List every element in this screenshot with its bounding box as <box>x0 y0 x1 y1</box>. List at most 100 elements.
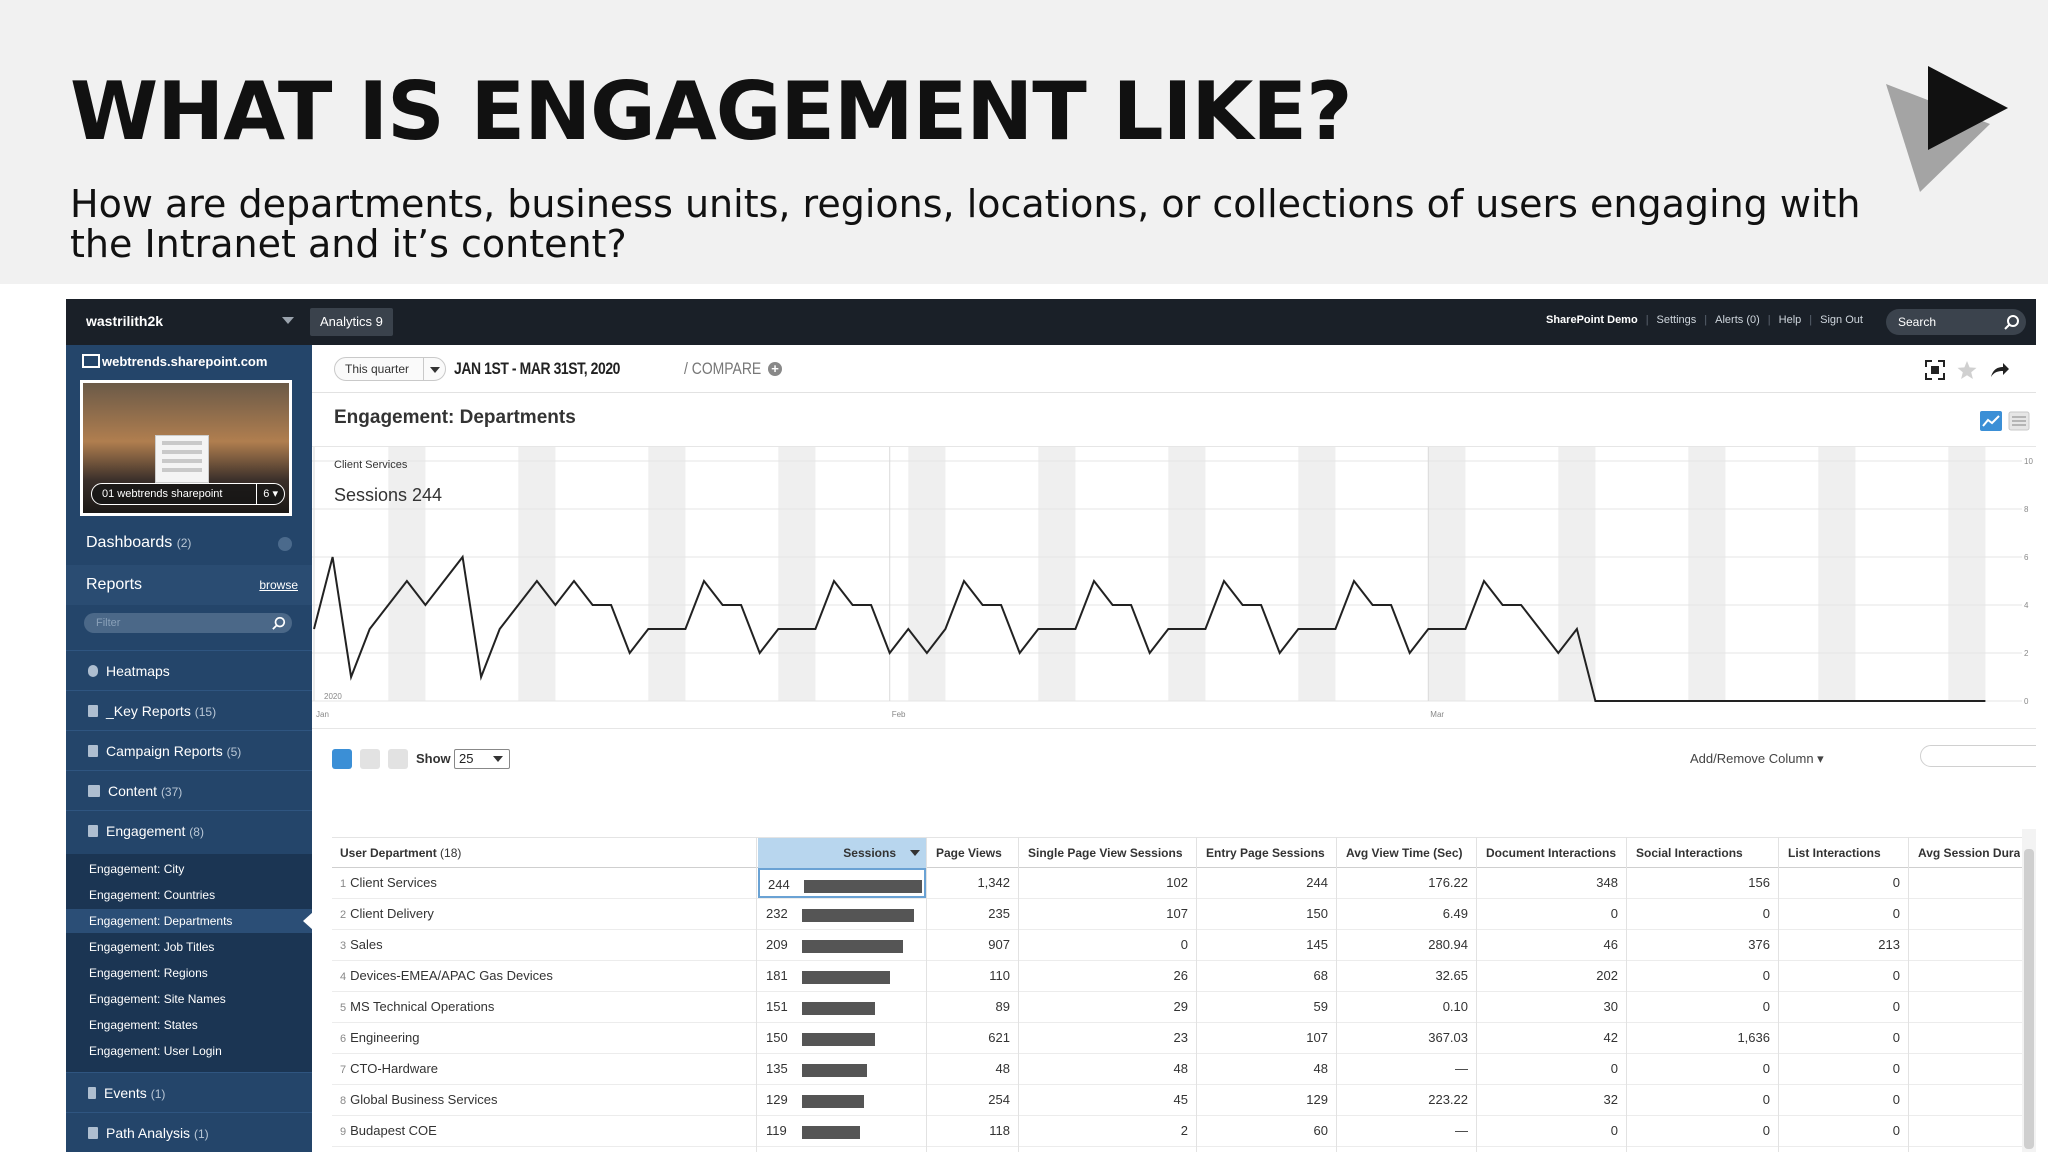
user-department-header[interactable]: User Department (18) <box>332 838 756 868</box>
sessions-cell[interactable]: 119 <box>758 1116 926 1146</box>
grid-icon[interactable] <box>360 749 380 769</box>
sub-item-departments[interactable]: Engagement: Departments <box>66 909 313 933</box>
table-row[interactable]: 9 Budapest COE 119 118 2 60 — 0 0 0 <box>332 1116 2032 1147</box>
department-cell[interactable]: 9 Budapest COE <box>340 1116 756 1146</box>
page-views-header[interactable]: Page Views <box>936 846 1002 860</box>
report-filter-input[interactable]: Filter <box>84 613 292 633</box>
sessions-cell[interactable]: 244 <box>758 868 926 898</box>
avg-session-duration-header[interactable]: Avg Session Dura <box>1918 846 2020 860</box>
sub-item-job-titles[interactable]: Engagement: Job Titles <box>89 940 215 954</box>
department-cell[interactable]: 5 MS Technical Operations <box>340 992 756 1022</box>
list-interactions-header[interactable]: List Interactions <box>1788 846 1881 860</box>
nav-item-key-reports[interactable]: _Key Reports (15) <box>66 690 312 730</box>
star-icon[interactable] <box>1956 359 1978 381</box>
rows-per-page-select[interactable]: 25 <box>454 749 510 769</box>
table-row[interactable]: 4 Devices-EMEA/APAC Gas Devices 181 110 26 68… <box>332 961 2032 992</box>
top-link-sign-out[interactable]: Sign Out <box>1820 314 1863 326</box>
list-icon[interactable] <box>388 749 408 769</box>
department-cell[interactable]: 2 Client Delivery <box>340 899 756 929</box>
sub-item-user-login[interactable]: Engagement: User Login <box>89 1044 222 1058</box>
sub-item-countries[interactable]: Engagement: Countries <box>89 888 216 902</box>
nav-item-path-analysis[interactable]: Path Analysis (1) <box>66 1112 312 1152</box>
top-link-settings[interactable]: Settings <box>1656 314 1697 326</box>
search-icon[interactable] <box>272 616 286 630</box>
table-search-input[interactable] <box>1920 745 2036 767</box>
chevron-down-icon[interactable] <box>423 358 445 380</box>
nav-item-campaign-reports[interactable]: Campaign Reports (5) <box>66 730 312 770</box>
table-row[interactable]: 10Learning & Documentation111713111144.2… <box>332 1147 2032 1152</box>
chevron-down-icon[interactable] <box>282 317 294 324</box>
date-range-select[interactable]: This quarter <box>334 357 446 381</box>
department-cell[interactable]: 10Learning & Documentation <box>340 1147 756 1152</box>
table-row[interactable]: 8 Global Business Services 129 254 45 129 223.… <box>332 1085 2032 1116</box>
nav-item-heatmaps[interactable]: Heatmaps <box>66 650 312 690</box>
department-cell[interactable]: 7 CTO-Hardware <box>340 1054 756 1084</box>
table-view-icon[interactable] <box>2008 411 2030 431</box>
sessions-cell[interactable]: 181 <box>758 961 926 991</box>
avg-view-time-header[interactable]: Avg View Time (Sec) <box>1346 846 1463 860</box>
top-link-sharepoint-demo[interactable]: SharePoint Demo <box>1546 314 1638 326</box>
sort-icon[interactable] <box>332 749 352 769</box>
sessions-cell[interactable]: 209 <box>758 930 926 960</box>
sessions-cell[interactable]: 150 <box>758 1023 926 1053</box>
single-cell: 23 <box>1173 1030 1188 1045</box>
sub-item-states[interactable]: Engagement: States <box>89 1018 198 1032</box>
top-link-help[interactable]: Help <box>1778 314 1802 326</box>
social-interactions-header[interactable]: Social Interactions <box>1636 846 1743 860</box>
single-page-view-sessions-header[interactable]: Single Page View Sessions <box>1028 846 1183 860</box>
table-row[interactable]: 1 Client Services 244 1,342 102 244 176.22 348 1… <box>332 868 2032 899</box>
table-row[interactable]: 2 Client Delivery 232 235 107 150 6.49 0 0 0 <box>332 899 2032 930</box>
avg-view-cell: 0.10 <box>1442 999 1468 1014</box>
department-cell[interactable]: 1 Client Services <box>340 868 756 898</box>
nav-reports[interactable]: Reports browse <box>66 565 312 605</box>
share-icon[interactable] <box>1988 359 2010 381</box>
sub-item-regions[interactable]: Engagement: Regions <box>89 966 208 980</box>
add-dashboard-icon[interactable] <box>278 537 292 551</box>
browse-link[interactable]: browse <box>259 578 298 592</box>
sub-item-site-names[interactable]: Engagement: Site Names <box>89 992 226 1006</box>
department-cell[interactable]: 4 Devices-EMEA/APAC Gas Devices <box>340 961 756 991</box>
add-compare-icon[interactable]: + <box>768 362 782 376</box>
entry-page-sessions-header[interactable]: Entry Page Sessions <box>1206 846 1325 860</box>
sessions-cell[interactable]: 151 <box>758 992 926 1022</box>
nav-item-content[interactable]: Content (37) <box>66 770 312 810</box>
department-cell[interactable]: 8 Global Business Services <box>340 1085 756 1115</box>
table-scrollbar[interactable] <box>2022 829 2036 1152</box>
department-cell[interactable]: 6 Engineering <box>340 1023 756 1053</box>
site-thumbnail[interactable]: 01 webtrends sharepoint 6 ▾ <box>80 380 292 516</box>
compare-link[interactable]: / COMPARE <box>684 359 762 378</box>
site-selector[interactable]: webtrends.sharepoint.com <box>82 354 267 369</box>
sessions-cell[interactable]: 232 <box>758 899 926 929</box>
department-cell[interactable]: 3 Sales <box>340 930 756 960</box>
top-search-input[interactable]: Search <box>1886 309 2026 335</box>
top-link-alerts[interactable]: Alerts (0) <box>1715 314 1760 326</box>
scrollbar-thumb[interactable] <box>2024 849 2034 1149</box>
table-row[interactable]: 3 Sales 209 907 0 145 280.94 46 376 213 <box>332 930 2032 961</box>
nav-item-events[interactable]: Events (1) <box>66 1072 312 1112</box>
sessions-value: 111 <box>766 1147 786 1152</box>
search-icon[interactable] <box>2004 314 2020 330</box>
sessions-cell[interactable]: 129 <box>758 1085 926 1115</box>
thumbnail-count[interactable]: 6 ▾ <box>256 484 278 504</box>
thumbnail-profile-select[interactable]: 01 webtrends sharepoint 6 ▾ <box>91 483 285 505</box>
date-range-label[interactable]: JAN 1ST - MAR 31ST, 2020 <box>454 357 620 381</box>
nav-item-engagement[interactable]: Engagement (8) <box>66 810 312 850</box>
table-row[interactable]: 7 CTO-Hardware 135 48 48 48 — 0 0 0 <box>332 1054 2032 1085</box>
fullscreen-icon[interactable] <box>1924 359 1946 381</box>
sessions-value: 135 <box>766 1061 788 1076</box>
account-menu[interactable]: wastrilith2k <box>86 313 164 329</box>
chart-view-icon[interactable] <box>1980 411 2002 431</box>
sessions-cell[interactable]: 135 <box>758 1054 926 1084</box>
nav-dashboards[interactable]: Dashboards (2) <box>66 523 312 563</box>
add-remove-column-button[interactable]: Add/Remove Column ▾ <box>1690 751 1824 766</box>
sessions-header[interactable]: Sessions <box>758 838 926 868</box>
add-remove-column-label: Add/Remove Column <box>1690 751 1814 766</box>
sub-item-city[interactable]: Engagement: City <box>89 862 185 876</box>
column-divider <box>1196 837 1197 1152</box>
avg-view-cell: — <box>1455 1123 1468 1138</box>
sessions-cell[interactable]: 111 <box>758 1147 926 1152</box>
product-switcher-button[interactable]: Analytics 9 <box>310 308 393 336</box>
table-row[interactable]: 5 MS Technical Operations 151 89 29 59 0.10 30 0… <box>332 992 2032 1023</box>
table-row[interactable]: 6 Engineering 150 621 23 107 367.03 42 1,636 0 <box>332 1023 2032 1054</box>
document-interactions-header[interactable]: Document Interactions <box>1486 846 1617 860</box>
